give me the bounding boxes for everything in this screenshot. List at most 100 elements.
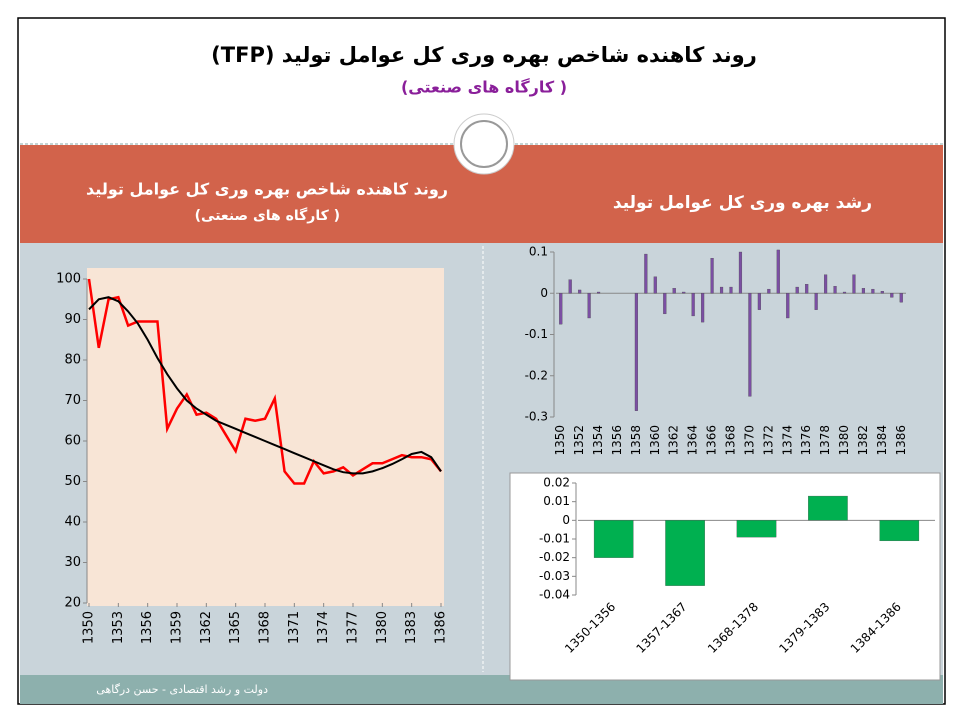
bar <box>634 293 638 411</box>
x-tick-label: 1386 <box>894 425 908 456</box>
x-tick-label: 1376 <box>799 425 813 456</box>
x-tick-label: 1372 <box>761 425 775 456</box>
chart-box <box>509 472 941 681</box>
slide-subtitle: ( کارگاه های صنعتی) <box>401 78 567 97</box>
bar <box>691 293 695 317</box>
bar <box>824 274 828 294</box>
x-tick-label: 1380 <box>375 611 390 644</box>
x-tick-label: 1360 <box>648 425 662 456</box>
y-tick-label: 80 <box>64 353 81 368</box>
bar <box>808 495 848 521</box>
x-tick-label: 1356 <box>610 425 624 456</box>
x-tick-label: 1374 <box>316 611 331 644</box>
x-tick-label: 1378 <box>818 425 832 456</box>
bar <box>653 276 657 294</box>
x-tick-label: 1350 <box>82 611 97 644</box>
x-tick-label: 1380 <box>837 425 851 456</box>
bar <box>568 279 572 294</box>
bar <box>767 288 771 294</box>
bar <box>719 286 724 294</box>
y-tick-label: -0.2 <box>525 368 548 382</box>
bar <box>861 288 866 294</box>
x-tick-label: 1374 <box>780 425 794 456</box>
bar <box>842 291 847 294</box>
bar <box>757 293 761 310</box>
bar <box>795 286 799 294</box>
x-tick-label: 1368 <box>724 425 738 456</box>
ornament <box>460 120 508 168</box>
plot-bg <box>87 268 444 606</box>
y-tick-label: 40 <box>64 515 81 530</box>
y-tick-label: 0.1 <box>529 245 548 259</box>
y-tick-label: 0 <box>562 513 570 527</box>
x-tick-label: 1356 <box>140 611 155 644</box>
bar <box>899 293 903 303</box>
y-tick-label: 70 <box>64 393 81 408</box>
y-tick-label: -0.04 <box>539 588 570 602</box>
x-tick-label: 1354 <box>591 425 605 456</box>
bar <box>701 293 705 323</box>
bar <box>871 288 875 294</box>
panel-header: روند کاهنده شاخص بهره وری کل عوامل تولید <box>86 180 448 199</box>
bar <box>880 291 884 294</box>
y-tick-label: -0.3 <box>525 410 548 424</box>
panel-header: رشد بهره وری کل عوامل تولید <box>613 193 872 213</box>
panel-subheader: ( کارگاه های صنعتی) <box>195 207 340 224</box>
bar <box>748 293 752 397</box>
bar <box>663 293 667 315</box>
bar <box>578 289 582 294</box>
y-tick-label: 20 <box>64 596 81 611</box>
bar <box>736 520 777 538</box>
x-tick-label: 1365 <box>228 611 243 644</box>
footer: دولت و رشد اقتصادی - حسن درگاهی <box>96 683 268 696</box>
x-tick-label: 1362 <box>199 611 214 644</box>
y-tick-label: -0.02 <box>539 550 570 564</box>
y-tick-label: 100 <box>56 272 81 287</box>
x-tick-label: 1370 <box>742 425 756 456</box>
slide-title: روند کاهنده شاخص بهره وری کل عوامل تولید… <box>211 43 757 67</box>
y-tick-label: 0 <box>540 286 548 300</box>
bar <box>559 293 563 325</box>
x-tick-label: 1368 <box>258 611 273 644</box>
x-tick-label: 1382 <box>856 425 870 456</box>
bar <box>729 286 733 294</box>
x-tick-label: 1377 <box>346 611 361 644</box>
y-tick-label: 50 <box>64 474 81 489</box>
bar <box>587 293 591 319</box>
x-tick-label: 1384 <box>875 425 889 456</box>
bar <box>596 291 601 294</box>
bar <box>593 520 634 558</box>
bar <box>738 251 743 294</box>
bar <box>852 274 856 294</box>
line-series <box>88 296 442 475</box>
bar <box>672 288 676 294</box>
bar <box>644 253 648 294</box>
x-tick-label: 1358 <box>629 425 643 456</box>
line-series <box>87 278 442 485</box>
bar <box>665 520 705 586</box>
y-tick-label: -0.1 <box>525 327 548 341</box>
bar <box>890 293 894 298</box>
y-tick-label: 60 <box>64 434 81 449</box>
bar <box>814 293 818 310</box>
bar <box>682 291 686 294</box>
bar <box>833 286 837 294</box>
x-tick-label: 1362 <box>667 425 681 456</box>
bar <box>776 249 780 294</box>
x-tick-label: 1371 <box>287 611 302 644</box>
bar <box>805 284 809 294</box>
y-tick-label: 0.02 <box>543 476 570 490</box>
x-tick-label: 1359 <box>170 611 185 644</box>
x-tick-label: 1350 <box>553 425 567 456</box>
y-tick-label: 90 <box>64 312 81 327</box>
y-tick-label: -0.01 <box>539 532 570 546</box>
x-tick-label: 1364 <box>686 425 700 456</box>
bar <box>786 293 790 319</box>
y-tick-label: 0.01 <box>543 494 570 508</box>
y-tick-label: -0.03 <box>539 569 570 583</box>
bar <box>710 258 714 294</box>
x-tick-label: 1383 <box>404 611 419 644</box>
x-tick-label: 1352 <box>572 425 586 456</box>
x-tick-label: 1353 <box>111 611 126 644</box>
